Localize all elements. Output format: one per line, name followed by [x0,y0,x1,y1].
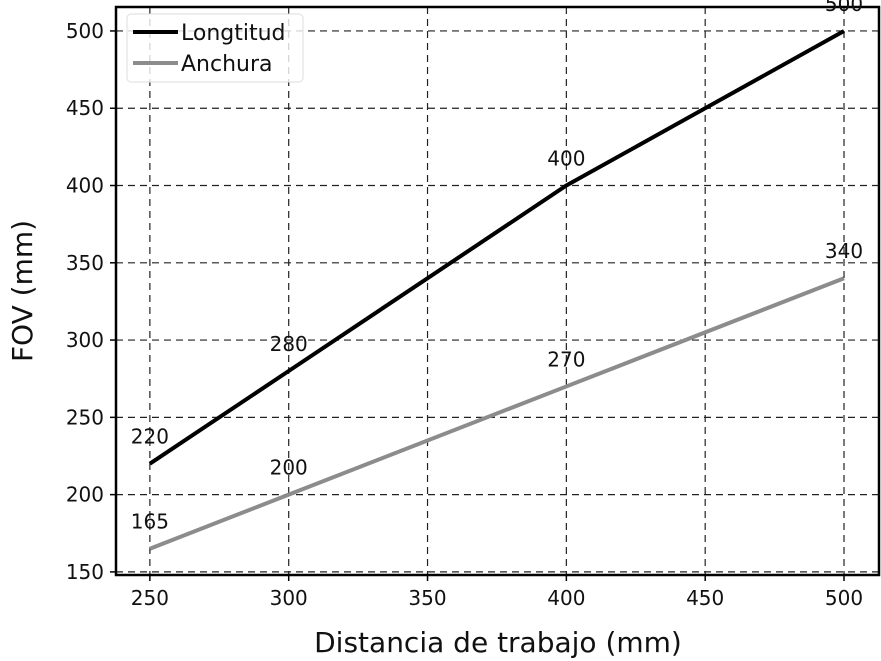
plot-frame [114,5,881,577]
data-label: 200 [270,456,308,480]
grid [116,7,879,575]
series-lines [148,29,845,551]
x-tick-label: 350 [408,586,446,610]
series-line-anchura [149,276,845,551]
data-label: 400 [547,147,585,171]
x-tick-label: 400 [547,586,585,610]
y-axis-label: FOV (mm) [6,220,39,362]
y-tick-label: 200 [66,483,104,507]
x-tick-label: 500 [825,586,863,610]
x-tick-label: 300 [270,586,308,610]
data-label: 500 [825,0,863,16]
y-tick-label: 400 [66,174,104,198]
y-tick-label: 350 [66,251,104,275]
y-tick-label: 450 [66,96,104,120]
x-tick-label: 450 [686,586,724,610]
y-tick-label: 300 [66,328,104,352]
data-label: 270 [547,347,585,371]
axis-ticks: 250 300 350 400 450 500 150 200 250 300 350 400 450 5… [66,19,863,610]
x-axis-label: Distancia de trabajo (mm) [314,626,682,659]
x-tick-label: 250 [131,586,169,610]
series-line-longtitud [148,29,845,466]
y-tick-label: 500 [66,19,104,43]
legend-label-longtitud: Longtitud [181,21,286,46]
data-label: 280 [270,332,308,356]
data-labels: 220 280 400 500 165 200 270 340 [131,0,863,534]
data-label: 220 [131,425,169,449]
legend: Longtitud Anchura [126,13,304,83]
y-tick-label: 250 [66,405,104,429]
legend-label-anchura: Anchura [181,52,273,77]
y-tick-label: 150 [66,560,104,584]
data-label: 340 [825,239,863,263]
data-label: 165 [131,510,169,534]
